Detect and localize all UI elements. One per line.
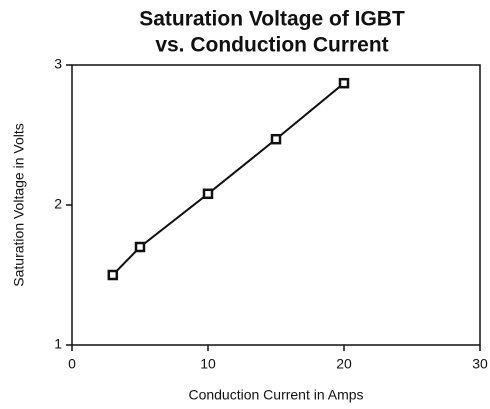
plot-frame [71, 64, 481, 346]
x-tick-label: 0 [68, 356, 76, 372]
marker [107, 269, 119, 281]
series-line [112, 82, 345, 276]
x-tick-label: 10 [200, 356, 216, 372]
y-tick-label: 2 [54, 196, 62, 212]
marker [202, 188, 214, 200]
marker [338, 77, 350, 89]
marker [134, 241, 146, 253]
x-tick-label: 30 [472, 356, 488, 372]
chart-title: vs. Conduction Current [155, 34, 388, 57]
x-axis-label: Conduction Current in Amps [188, 387, 363, 403]
x-tick-label: 20 [336, 356, 352, 372]
y-tick-label: 1 [54, 336, 62, 352]
marker [270, 133, 282, 145]
chart-title: Saturation Voltage of IGBT [139, 8, 405, 31]
y-axis-label: Saturation Voltage in Volts [11, 123, 27, 286]
y-tick-label: 3 [54, 56, 62, 72]
